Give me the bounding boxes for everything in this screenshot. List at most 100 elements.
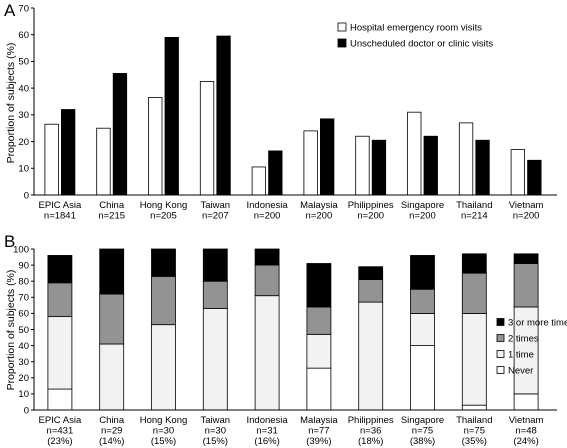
panel-b-bar-3-or-more-times-9 — [513, 253, 539, 264]
panel-b-bar-3-or-more-times-4 — [254, 248, 280, 266]
panel-a-category-label: n=200 — [306, 211, 333, 222]
panel-b-legend-swatch — [496, 318, 505, 326]
panel-b-bar-1-time-8 — [461, 312, 487, 406]
panel-b-category-label: n=31 — [256, 426, 277, 437]
panel-b-y-tick-label: 0 — [24, 405, 29, 416]
panel-b-bar-never-9 — [513, 393, 539, 411]
panel-b-bar-1-time-4 — [254, 295, 280, 411]
panel-b-category-label: (35%) — [462, 436, 487, 447]
panel-b-category-label: (16%) — [254, 436, 279, 447]
panel-b-bar-3-or-more-times-8 — [461, 253, 487, 274]
panel-b-bar-3-or-more-times-2 — [151, 248, 176, 277]
panel-b-legend-swatch — [496, 350, 505, 358]
panel-b-bar-1-time-5 — [306, 333, 332, 369]
panel-a-bar-series1-9 — [510, 149, 526, 196]
panel-a-legend-label: Unscheduled doctor or clinic visits — [350, 38, 493, 49]
panel-b-bar-2-times-2 — [151, 275, 176, 326]
panel-b-category-label: n=36 — [360, 426, 381, 437]
panel-b-bar-never-0 — [47, 388, 73, 411]
panel-a-bar-series1-5 — [303, 130, 318, 196]
panel-b-bar-2-times-3 — [202, 280, 228, 309]
panel-b-category-label: Thailand — [456, 415, 492, 426]
panel-a-category-label: Malaysia — [300, 200, 338, 211]
panel-b-bar-never-7 — [410, 345, 435, 411]
panel-b-legend-label: 1 time — [508, 349, 534, 360]
panel-b-category-label: n=77 — [308, 426, 329, 437]
panel-a-category-label: Vietnam — [509, 200, 544, 211]
panel-b-bar-1-time-9 — [513, 306, 539, 395]
panel-a-bar-series1-3 — [199, 81, 215, 196]
panel-a-legend-swatch — [337, 22, 347, 32]
panel-b-y-tick-label: 90 — [18, 260, 29, 271]
panel-b-y-tick-label: 100 — [13, 244, 29, 255]
panel-b-bar-2-times-5 — [306, 306, 332, 335]
panel-b-letter: B — [4, 232, 15, 251]
panel-b-bar-3-or-more-times-5 — [306, 263, 332, 308]
panel-b-bar-2-times-9 — [513, 263, 539, 308]
panel-a-category-label: EPIC Asia — [39, 200, 82, 211]
panel-b-category-label: Vietnam — [509, 415, 544, 426]
panel-a-legend-label: Hospital emergency room visits — [350, 22, 482, 33]
panel-a-bar-series2-5 — [319, 118, 335, 196]
panel-b-bar-1-time-6 — [358, 301, 384, 411]
panel-a-y-axis-title: Proportion of subjects (%) — [5, 43, 17, 164]
panel-b-bar-3-or-more-times-6 — [358, 266, 384, 280]
panel-a-bar-series2-9 — [527, 159, 542, 196]
panel-a-bar-series1-4 — [251, 166, 267, 196]
panel-b-category-label: n=29 — [101, 426, 122, 437]
panel-a-category-label: n=215 — [98, 211, 125, 222]
panel-a-category-label: n=200 — [513, 211, 540, 222]
panel-a-category-label: n=205 — [150, 211, 177, 222]
panel-b-category-label: (24%) — [513, 436, 538, 447]
panel-b-category-label: Philippines — [348, 415, 394, 426]
panel-a-category-label: Thailand — [456, 200, 492, 211]
panel-b-bar-3-or-more-times-1 — [99, 248, 125, 295]
panel-b-y-tick-label: 70 — [18, 293, 29, 304]
panel-b-y-tick-label: 20 — [18, 373, 29, 384]
panel-a-category-label: China — [99, 200, 125, 211]
panel-b-y-tick-label: 30 — [18, 357, 29, 368]
panel-b-legend-label: 2 times — [508, 333, 539, 344]
panel-b-bar-3-or-more-times-0 — [47, 255, 73, 284]
panel-b-category-label: (38%) — [410, 436, 435, 447]
panel-a-category-label: Taiwan — [201, 200, 231, 211]
panel-b-category-label: n=431 — [47, 426, 74, 437]
panel-a-bar-series2-8 — [475, 139, 490, 196]
panel-b-category-label: Indonesia — [246, 415, 288, 426]
panel-b-category-label: (15%) — [203, 436, 228, 447]
panel-b-bar-2-times-1 — [99, 293, 125, 345]
panel-a-category-label: n=1841 — [44, 211, 76, 222]
panel-a-category-label: n=214 — [461, 211, 488, 222]
panel-b-legend-swatch — [496, 366, 505, 374]
panel-a-y-tick-label: 40 — [18, 83, 29, 94]
panel-b-category-label: (39%) — [306, 436, 331, 447]
panel-b-category-label: (23%) — [47, 436, 72, 447]
panel-b-category-label: China — [99, 415, 125, 426]
panel-a-category-label: Indonesia — [246, 200, 288, 211]
panel-a-category-label: Philippines — [348, 200, 394, 211]
panel-b-category-label: Hong Kong — [140, 415, 188, 426]
panel-b-y-tick-label: 60 — [18, 309, 29, 320]
panel-b-bar-never-8 — [461, 404, 487, 411]
panel-b-bar-1-time-0 — [47, 316, 73, 390]
panel-b-y-tick-label: 50 — [18, 325, 29, 336]
panel-a-y-tick-label: 0 — [24, 190, 29, 201]
panel-b-category-label: n=75 — [464, 426, 485, 437]
panel-a-y-tick-label: 20 — [18, 137, 29, 148]
panel-b-bar-1-time-3 — [202, 308, 228, 411]
panel-a-bar-series1-0 — [44, 123, 59, 196]
panel-b-legend-swatch — [496, 334, 505, 342]
panel-b-category-label: n=30 — [205, 426, 226, 437]
panel-b-bar-1-time-7 — [410, 312, 435, 346]
panel-a-category-label: Hong Kong — [140, 200, 188, 211]
panel-b-bar-2-times-6 — [358, 279, 384, 303]
panel-a-bar-series1-2 — [148, 97, 163, 196]
panel-a-category-label: n=200 — [254, 211, 281, 222]
panel-b-category-label: n=75 — [412, 426, 433, 437]
panel-a-bar-series1-8 — [458, 122, 474, 196]
panel-b-legend-label: 3 or more times — [508, 317, 567, 328]
panel-a-bar-series1-7 — [407, 111, 422, 196]
panel-a-y-tick-label: 10 — [18, 164, 29, 175]
panel-b-y-axis-title: Proportion of subjects (%) — [5, 270, 17, 391]
